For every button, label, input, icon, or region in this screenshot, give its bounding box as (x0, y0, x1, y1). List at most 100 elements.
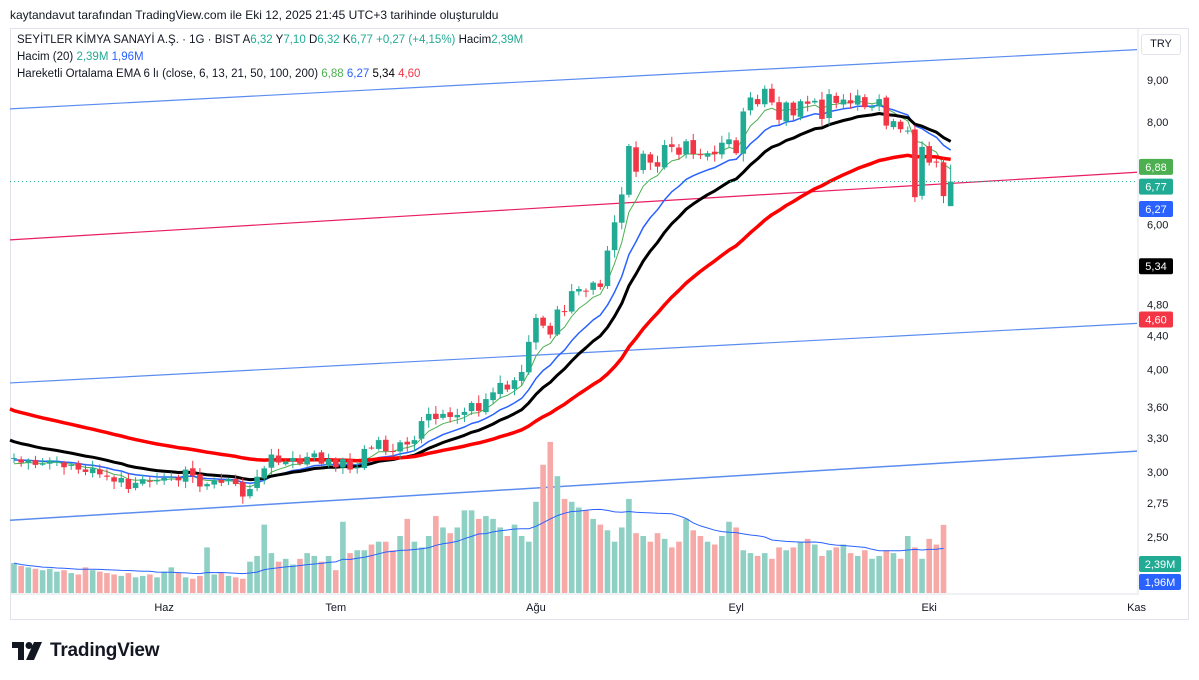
volume-bar (411, 541, 418, 593)
low-label: D (308, 34, 318, 46)
volume-bar (454, 527, 461, 593)
ema13-value: 6,27 (346, 68, 370, 80)
volume-bar (647, 541, 654, 593)
volume-bar (754, 555, 761, 593)
candle-body (433, 413, 439, 420)
high-label: Y (275, 34, 284, 46)
symbol-title[interactable]: SEYİTLER KİMYA SANAYİ A.Ş. · 1G · BIST (17, 34, 241, 46)
volume-ma-label[interactable]: Hacim (20) (17, 51, 74, 63)
candle-body (690, 140, 697, 155)
volume-bar (926, 538, 932, 593)
candle (618, 187, 625, 230)
candle (304, 452, 310, 467)
volume-bar (483, 516, 489, 593)
volume-bar (261, 524, 268, 593)
candle-body (111, 477, 117, 482)
volume-bar (390, 550, 396, 593)
volume-bar (654, 533, 661, 593)
candle (733, 137, 739, 155)
price-tag (1139, 258, 1173, 275)
candle-body (332, 459, 339, 468)
candle (797, 99, 804, 121)
candle (640, 150, 646, 174)
candle-body (354, 467, 360, 469)
candle-body (468, 402, 475, 412)
ema13-line (13, 104, 952, 485)
candle (876, 94, 882, 112)
price-axis-tick: 4,80 (1147, 299, 1168, 311)
candle (225, 477, 232, 485)
candle-body (611, 222, 618, 251)
candle (704, 150, 711, 161)
candle-body (740, 111, 747, 154)
candle-body (526, 341, 532, 373)
candle (726, 132, 732, 148)
time-axis-label: Eki (922, 602, 937, 614)
volume-bar (139, 575, 146, 593)
volume-bar (311, 555, 318, 593)
candle-body (533, 317, 539, 343)
candle (247, 484, 253, 499)
candle (425, 407, 432, 428)
volume-bar (854, 555, 861, 593)
candle-body (368, 447, 375, 449)
volume-bar (232, 577, 239, 593)
currency-button[interactable]: TRY (1141, 34, 1181, 55)
volume-bar (747, 553, 754, 593)
volume-bar (797, 541, 804, 593)
candle-body (797, 101, 804, 117)
candle (18, 456, 24, 467)
ema-label[interactable]: Hareketli Ortalama EMA 6 lı (close, 6, 1… (17, 68, 319, 80)
volume-bar (769, 558, 775, 593)
volume-bar (161, 571, 167, 593)
candle (340, 457, 346, 474)
candle-body (461, 411, 468, 415)
candle (232, 474, 239, 487)
candle-body (669, 144, 675, 147)
volume-value: 2,39M (491, 34, 524, 46)
ema21-value: 5,34 (372, 68, 395, 80)
candle-body (719, 142, 725, 155)
candle-body (568, 291, 575, 312)
candle (440, 409, 446, 420)
volume-bar (518, 536, 525, 593)
candle-body (518, 372, 525, 381)
candle (89, 460, 96, 478)
candle (25, 458, 32, 470)
candle-body (132, 482, 139, 489)
volume-bar (332, 570, 339, 593)
change-value: +0,27 (+4,15%) (376, 34, 456, 46)
candle (761, 85, 768, 108)
candle (511, 377, 518, 396)
candle-body (282, 461, 289, 465)
candle (890, 118, 897, 130)
volume-bar (919, 558, 925, 593)
candle-body (640, 153, 646, 171)
candle (361, 445, 368, 470)
candle (97, 464, 103, 478)
candle (812, 98, 818, 104)
candle-body (547, 325, 554, 335)
price-tag-label: 6,27 (1145, 204, 1166, 216)
candle (690, 133, 697, 160)
candle (39, 458, 46, 466)
candle-body (268, 454, 275, 468)
candle (204, 482, 210, 490)
tradingview-logo[interactable]: TradingView (12, 640, 160, 662)
volume-bar (461, 510, 468, 593)
volume-bar (89, 570, 96, 593)
candle-body (25, 460, 32, 463)
candle (883, 95, 890, 130)
volume-bar (375, 541, 382, 593)
legend-row-volume-ma: Hacim (20) 2,39M 1,96M (17, 51, 144, 63)
volume-bar (175, 573, 182, 593)
candle (947, 164, 954, 207)
price-tag-label: 6,77 (1145, 182, 1166, 194)
candle-body (454, 414, 461, 418)
candle-body (862, 97, 868, 108)
volume-bar (61, 570, 67, 593)
candle-body (912, 129, 918, 198)
candle (139, 474, 146, 486)
candle (490, 387, 496, 404)
